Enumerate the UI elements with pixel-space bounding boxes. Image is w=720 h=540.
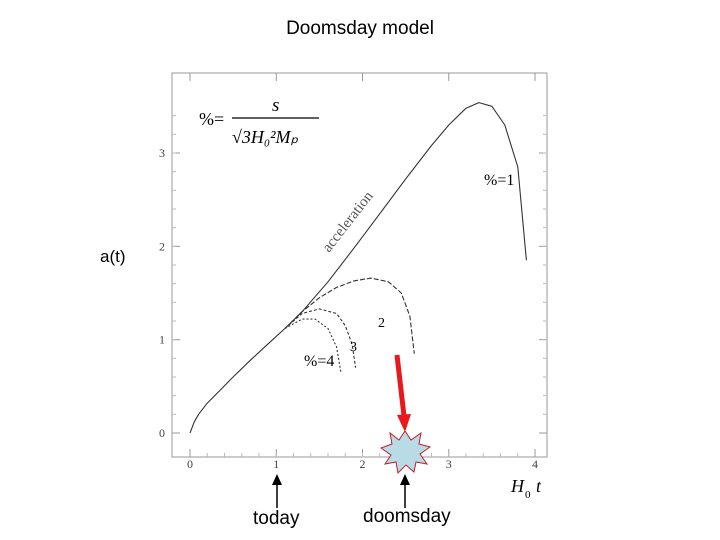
x-axis-label-main: H [510,476,525,496]
series-line-4 [284,318,342,373]
x-tick-label: 2 [360,457,366,471]
explosion-icon [379,430,432,475]
doomsday-label: doomsday [363,506,451,527]
annotation-acceleration: acceleration [320,188,378,255]
x-axis-label-sub: 0 [525,489,531,501]
annotation-s2: 2 [378,316,385,331]
doomsday-arrow [400,474,410,508]
doomsday-red-arrow [394,354,411,432]
annotation-s4: %=4 [304,353,334,370]
series-line-2 [284,277,415,354]
chart-title: Doomsday model [286,18,434,39]
annotation-s3: 3 [350,340,357,355]
x-tick-label: 0 [187,457,193,471]
x-tick-label: 3 [446,457,452,471]
formula-numerator: s [272,95,279,116]
x-axis-label-tail: t [536,476,542,496]
x-axis-label: H 0 t [510,476,542,501]
axis-ticks: 0 1 2 3 4 0 1 2 3 [159,73,547,471]
series-line-1 [189,102,527,434]
plot-frame [171,72,548,458]
series-line-3 [284,308,357,368]
formula-denominator: √3H₀²Mₚ [232,127,299,147]
y-tick-label: 0 [159,426,165,440]
curves [189,102,527,434]
today-label: today [253,508,300,529]
formula-lhs: %= [199,109,224,129]
formula: %= s √3H₀²Mₚ [199,95,319,147]
today-arrow [272,474,282,508]
y-tick-label: 3 [159,146,165,160]
y-axis-label: a(t) [100,247,126,266]
y-tick-label: 1 [159,333,165,347]
x-tick-label: 1 [273,457,279,471]
x-tick-label: 4 [532,457,538,471]
y-tick-label: 2 [159,239,165,253]
annotation-s1: %=1 [484,172,514,189]
